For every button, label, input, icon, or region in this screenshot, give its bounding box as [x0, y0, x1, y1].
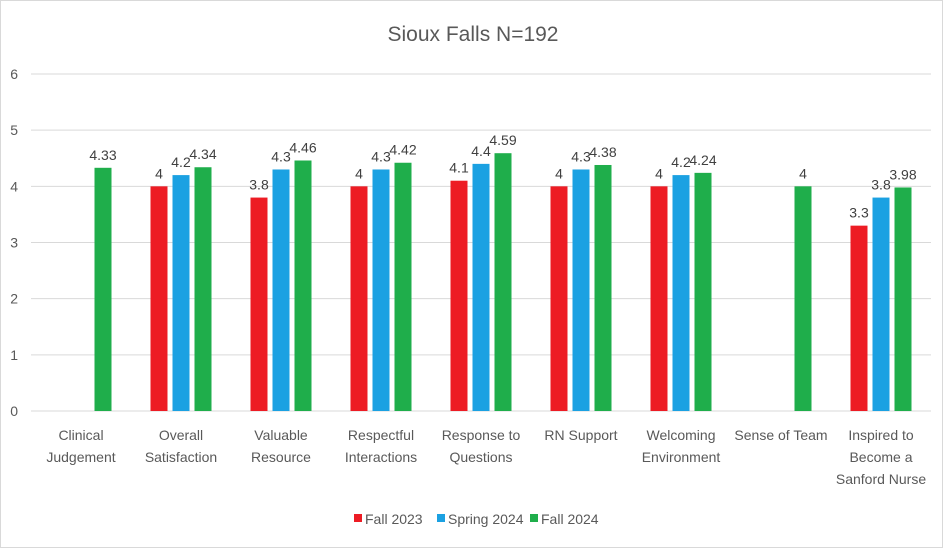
x-category-label: Interactions	[345, 449, 417, 465]
y-tick-label: 5	[10, 122, 18, 138]
bar-fall-2024	[694, 172, 712, 411]
legend-swatch	[437, 514, 445, 522]
x-category-label: Satisfaction	[145, 449, 217, 465]
legend-swatch	[354, 514, 362, 522]
bar-fall-2024	[494, 153, 512, 411]
bar-fall-2023	[550, 186, 568, 411]
legend-swatch	[530, 514, 538, 522]
data-label: 4	[655, 165, 663, 181]
data-label: 4.3	[371, 148, 391, 164]
bar-fall-2023	[450, 180, 468, 411]
bar-fall-2024	[594, 164, 612, 411]
data-label: 4.3	[271, 148, 291, 164]
x-category-label: Welcoming	[647, 427, 716, 443]
x-axis-categories: Clinical Judgement Overall Satisfaction Valu…	[46, 427, 926, 487]
y-tick-label: 3	[10, 235, 18, 251]
data-label: 4.42	[389, 142, 416, 158]
x-category-label: Environment	[642, 449, 721, 465]
legend-label: Fall 2023	[365, 511, 423, 527]
data-label: 4	[155, 165, 163, 181]
legend-item-spring-2024[interactable]: Spring 2024	[437, 511, 524, 527]
bar-fall-2024	[794, 186, 812, 411]
y-tick-label: 1	[10, 347, 18, 363]
bar-spring-2024	[872, 197, 890, 411]
data-label: 4.38	[589, 144, 616, 160]
x-category-label: Resource	[251, 449, 311, 465]
y-tick-label: 0	[10, 403, 18, 419]
x-category-label: Questions	[449, 449, 512, 465]
legend-label: Spring 2024	[448, 511, 524, 527]
data-label: 3.3	[849, 205, 869, 221]
data-label: 4	[799, 165, 807, 181]
legend-label: Fall 2024	[541, 511, 599, 527]
bar-fall-2024	[294, 160, 312, 411]
x-category-label: Become a	[849, 449, 912, 465]
bar-spring-2024	[372, 169, 390, 411]
bar-fall-2024	[94, 167, 112, 411]
data-label: 4.34	[189, 146, 216, 162]
bar-fall-2023	[250, 197, 268, 411]
x-category-label: Inspired to	[848, 427, 914, 443]
legend-item-fall-2024[interactable]: Fall 2024	[530, 511, 599, 527]
data-label: 4.46	[289, 139, 316, 155]
data-label: 4.2	[171, 154, 191, 170]
x-category-label: Response to	[442, 427, 521, 443]
bar-spring-2024	[272, 169, 290, 411]
bar-spring-2024	[472, 163, 490, 411]
data-label: 4.24	[689, 152, 716, 168]
data-labels: 4.3344.24.343.84.34.4644.34.424.14.44.59…	[89, 132, 916, 220]
x-category-label: Respectful	[348, 427, 414, 443]
x-category-label: Valuable	[254, 427, 308, 443]
bar-spring-2024	[572, 169, 590, 411]
data-label: 4.59	[489, 132, 516, 148]
legend-item-fall-2023[interactable]: Fall 2023	[354, 511, 423, 527]
bar-fall-2023	[850, 225, 868, 411]
data-label: 3.8	[871, 177, 891, 193]
data-label: 3.8	[249, 177, 269, 193]
bar-fall-2024	[394, 162, 412, 411]
bar-fall-2024	[194, 167, 212, 411]
data-label: 4.3	[571, 148, 591, 164]
y-tick-label: 6	[10, 66, 18, 82]
x-category-label: Overall	[159, 427, 203, 443]
x-category-label: Clinical	[58, 427, 103, 443]
bar-spring-2024	[172, 175, 190, 411]
bar-fall-2023	[350, 186, 368, 411]
x-category-label: Judgement	[46, 449, 115, 465]
bar-fall-2023	[650, 186, 668, 411]
data-label: 4	[355, 165, 363, 181]
legend[interactable]: Fall 2023 Spring 2024 Fall 2024	[354, 511, 599, 527]
bars	[94, 153, 912, 411]
bar-fall-2023	[150, 186, 168, 411]
y-tick-label: 2	[10, 291, 18, 307]
data-label: 4.4	[471, 143, 491, 159]
data-label: 4	[555, 165, 563, 181]
bar-fall-2024	[894, 187, 912, 411]
x-category-label: Sense of Team	[734, 427, 827, 443]
data-label: 4.33	[89, 147, 116, 163]
chart-title: Sioux Falls N=192	[387, 23, 558, 46]
y-tick-label: 4	[10, 178, 18, 194]
bar-spring-2024	[672, 175, 690, 411]
data-label: 4.1	[449, 160, 469, 176]
x-category-label: Sanford Nurse	[836, 471, 926, 487]
data-label: 4.2	[671, 154, 691, 170]
data-label: 3.98	[889, 166, 916, 182]
x-category-label: RN Support	[544, 427, 617, 443]
y-axis-ticks: 0 1 2 3 4 5 6	[10, 66, 18, 419]
